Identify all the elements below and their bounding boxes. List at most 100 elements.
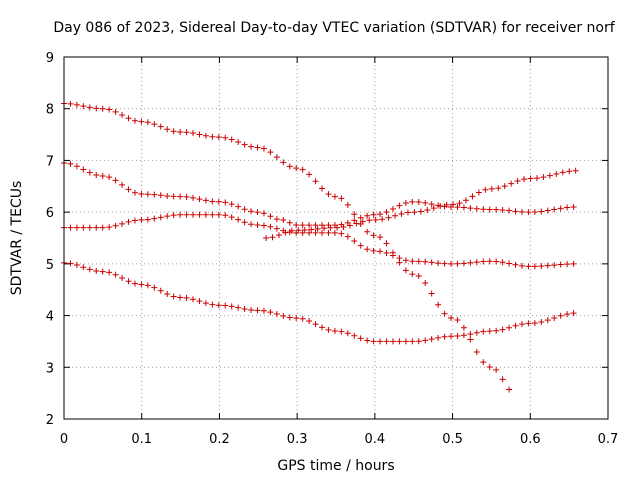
- data-point: [295, 227, 302, 234]
- data-point: [467, 331, 474, 338]
- data-point: [164, 126, 171, 133]
- data-point: [170, 212, 177, 219]
- data-point: [248, 306, 255, 313]
- data-point: [254, 222, 261, 229]
- data-point: [331, 229, 338, 236]
- data-point: [282, 229, 289, 236]
- data-point: [499, 207, 506, 214]
- data-point: [430, 205, 437, 212]
- data-point: [473, 259, 480, 266]
- x-tick-label: 0.4: [365, 432, 386, 447]
- data-point: [564, 311, 571, 318]
- data-point: [396, 255, 403, 262]
- data-point: [183, 129, 190, 136]
- data-point: [480, 328, 487, 335]
- data-point: [521, 176, 528, 183]
- data-point: [506, 324, 513, 331]
- data-point: [67, 260, 74, 267]
- x-tick-label: 0.7: [598, 432, 619, 447]
- data-point: [544, 262, 551, 269]
- data-point: [299, 222, 306, 229]
- data-point: [99, 224, 106, 231]
- data-point: [557, 205, 564, 212]
- data-point: [177, 211, 184, 218]
- data-point: [306, 171, 313, 178]
- data-point: [512, 208, 519, 215]
- data-point: [338, 230, 345, 237]
- data-point: [183, 211, 190, 218]
- data-point: [493, 327, 500, 334]
- data-point: [196, 131, 203, 138]
- data-point: [357, 335, 364, 342]
- series-1: [61, 100, 513, 393]
- data-point: [389, 338, 396, 345]
- data-point: [80, 166, 87, 173]
- data-point: [202, 132, 209, 139]
- data-point: [366, 217, 373, 224]
- data-point: [454, 204, 461, 211]
- data-point: [314, 225, 321, 232]
- data-point: [544, 317, 551, 324]
- data-point: [86, 266, 93, 273]
- data-point: [228, 201, 235, 208]
- data-point: [370, 211, 377, 218]
- data-point: [144, 191, 151, 198]
- data-point: [190, 296, 197, 303]
- data-point: [138, 281, 145, 288]
- data-point: [131, 217, 138, 224]
- data-point: [396, 202, 403, 209]
- data-point: [301, 227, 308, 234]
- data-point: [448, 333, 455, 340]
- data-point: [441, 310, 448, 317]
- plot-frame: [63, 56, 609, 420]
- data-point: [557, 261, 564, 268]
- data-point: [73, 262, 80, 269]
- data-point: [415, 338, 422, 345]
- data-point: [125, 115, 132, 122]
- series-4: [263, 167, 579, 241]
- data-point: [422, 199, 429, 206]
- data-point: [183, 193, 190, 200]
- data-point: [512, 322, 519, 329]
- data-point: [306, 222, 313, 229]
- data-point: [460, 332, 467, 339]
- data-point: [359, 218, 366, 225]
- data-point: [402, 257, 409, 264]
- data-point: [351, 217, 358, 224]
- data-point: [531, 209, 538, 216]
- data-point: [486, 364, 493, 371]
- data-point: [312, 229, 319, 236]
- data-point: [248, 143, 255, 150]
- data-point: [222, 134, 229, 141]
- data-point: [508, 180, 515, 187]
- data-point: [157, 287, 164, 294]
- data-point: [499, 326, 506, 333]
- data-point: [493, 206, 500, 213]
- data-point: [437, 203, 444, 210]
- data-point: [131, 117, 138, 124]
- data-point: [86, 104, 93, 111]
- data-point: [125, 218, 132, 225]
- data-point: [409, 271, 416, 278]
- data-point: [411, 209, 418, 216]
- y-axis-label: SDTVAR / TECUs: [9, 181, 25, 296]
- data-point: [467, 336, 474, 343]
- data-point: [144, 216, 151, 223]
- data-point: [422, 258, 429, 265]
- data-point: [404, 209, 411, 216]
- data-point: [551, 206, 558, 213]
- data-point: [370, 338, 377, 345]
- data-point: [559, 169, 566, 176]
- data-point: [106, 269, 113, 276]
- data-point: [196, 196, 203, 203]
- data-point: [486, 258, 493, 265]
- data-point: [572, 167, 579, 174]
- data-point: [518, 262, 525, 269]
- grid: [64, 57, 608, 419]
- data-point: [383, 209, 390, 216]
- data-point: [506, 207, 513, 214]
- series-2: [61, 160, 577, 229]
- data-point: [551, 262, 558, 269]
- data-point: [93, 105, 100, 112]
- data-point: [170, 128, 177, 135]
